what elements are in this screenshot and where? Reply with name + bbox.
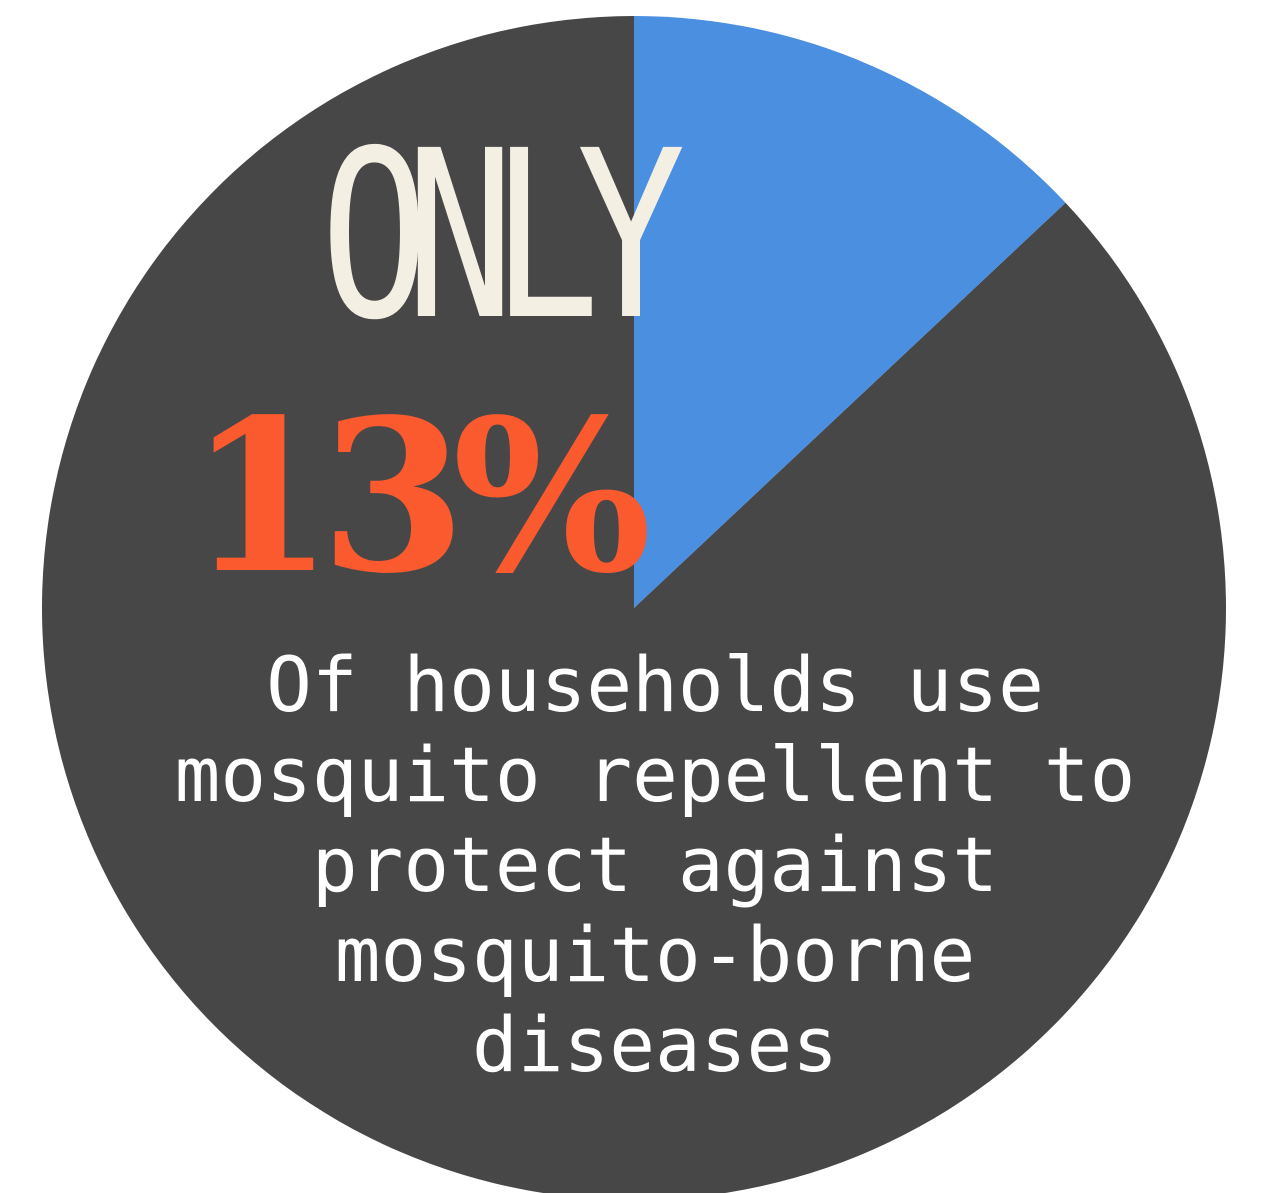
caption-text: Of households use mosquito repellent to … bbox=[174, 640, 1136, 1089]
headline-text: ONLY bbox=[320, 101, 686, 371]
pie-slice-13 bbox=[634, 16, 1066, 608]
pie-slice-87 bbox=[42, 16, 1226, 1193]
percent-label: 13% bbox=[188, 373, 652, 620]
